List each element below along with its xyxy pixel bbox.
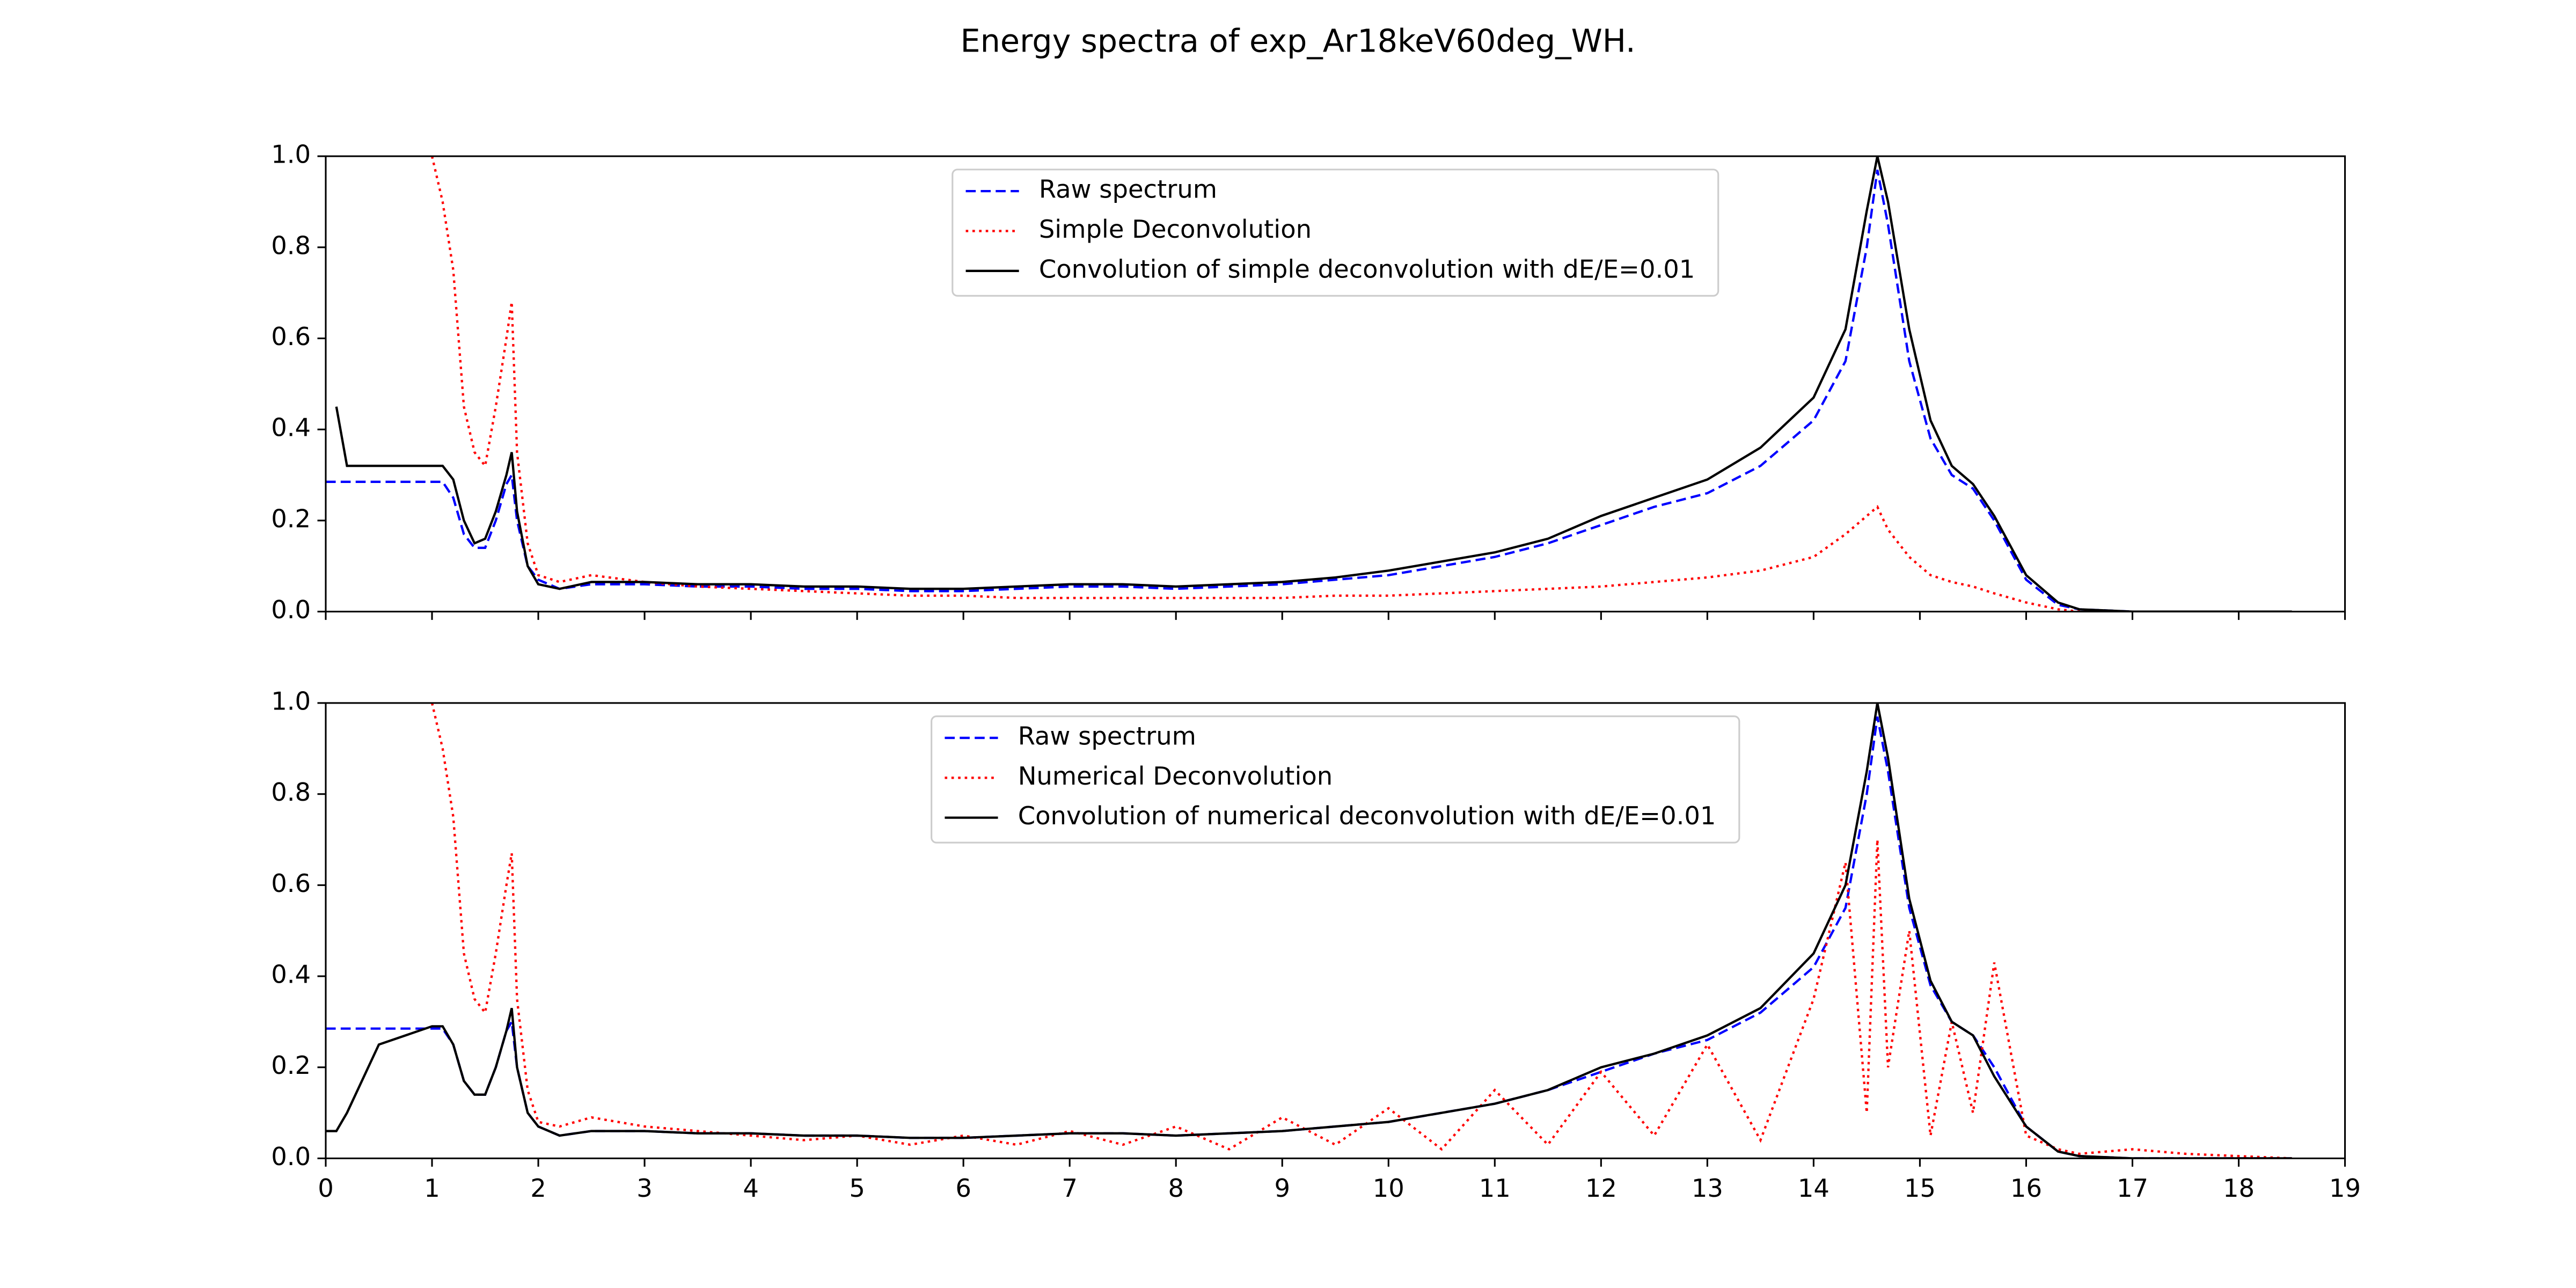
y-tick-label: 0.6 (271, 869, 311, 898)
figure-title: Energy spectra of exp_Ar18keV60deg_WH. (960, 23, 1635, 60)
series-line (325, 170, 2292, 612)
plot-area (325, 702, 2292, 1159)
x-tick-label: 4 (743, 1174, 759, 1203)
y-tick-label: 0.8 (271, 778, 311, 807)
series-line (325, 702, 2292, 1159)
x-tick-label: 16 (2010, 1174, 2042, 1203)
plot-area (325, 156, 2292, 612)
series-line (335, 156, 2292, 612)
legend-box (952, 169, 1719, 297)
axes-frame (325, 702, 2346, 1159)
y-tick-label: 1.0 (271, 140, 311, 169)
x-tick-label: 2 (530, 1174, 546, 1203)
y-tick-label: 0.0 (271, 1142, 311, 1171)
x-tick-label: 13 (1692, 1174, 1723, 1203)
x-tick-label: 3 (636, 1174, 653, 1203)
x-tick-label: 7 (1062, 1174, 1078, 1203)
y-tick-label: 0.0 (271, 595, 311, 624)
legend-label: Raw spectrum (1018, 721, 1196, 750)
legend-box (931, 715, 1740, 844)
y-tick-label: 0.6 (271, 322, 311, 351)
legend-label: Simple Deconvolution (1039, 215, 1312, 244)
axes-frame (325, 155, 2346, 613)
series-line (430, 702, 2292, 1159)
x-tick-label: 11 (1479, 1174, 1511, 1203)
x-tick-label: 0 (318, 1174, 334, 1203)
subplot: 0.0 0.2 0.4 0.6 0.8 1.0 Raw spectrum Simple Dec… (271, 140, 2346, 624)
x-tick-label: 14 (1798, 1174, 1829, 1203)
x-tick-label: 1 (424, 1174, 440, 1203)
y-tick-label: 0.2 (271, 504, 311, 533)
y-tick-label: 0.8 (271, 231, 311, 260)
x-tick-label: 10 (1373, 1174, 1404, 1203)
x-tick-label: 18 (2223, 1174, 2255, 1203)
x-tick-label: 15 (1904, 1174, 1936, 1203)
y-tick-label: 0.4 (271, 413, 311, 442)
x-tick-label: 6 (955, 1174, 971, 1203)
x-tick-label: 17 (2117, 1174, 2148, 1203)
x-tick-label: 9 (1274, 1174, 1290, 1203)
legend: Raw spectrum Simple Deconvolution Convolut… (952, 169, 1719, 297)
x-tick-label: 19 (2329, 1174, 2361, 1203)
legend-label: Numerical Deconvolution (1018, 762, 1333, 791)
x-tick-label: 8 (1168, 1174, 1184, 1203)
x-tick-label: 5 (849, 1174, 865, 1203)
legend: Raw spectrum Numerical Deconvolution Convo… (931, 715, 1740, 844)
legend-label: Convolution of simple deconvolution with… (1039, 254, 1695, 283)
legend-label: Raw spectrum (1039, 175, 1217, 204)
subplot: 0 1 2 3 4 5 6 7 8 9 10 11 12 13 14 15 16 17 18 190.00.20.40… (271, 686, 2361, 1202)
y-tick-label: 1.0 (271, 686, 311, 715)
x-tick-label: 12 (1585, 1174, 1617, 1203)
y-tick-label: 0.4 (271, 960, 311, 989)
y-tick-label: 0.2 (271, 1051, 311, 1080)
legend-label: Convolution of numerical deconvolution w… (1018, 801, 1716, 830)
